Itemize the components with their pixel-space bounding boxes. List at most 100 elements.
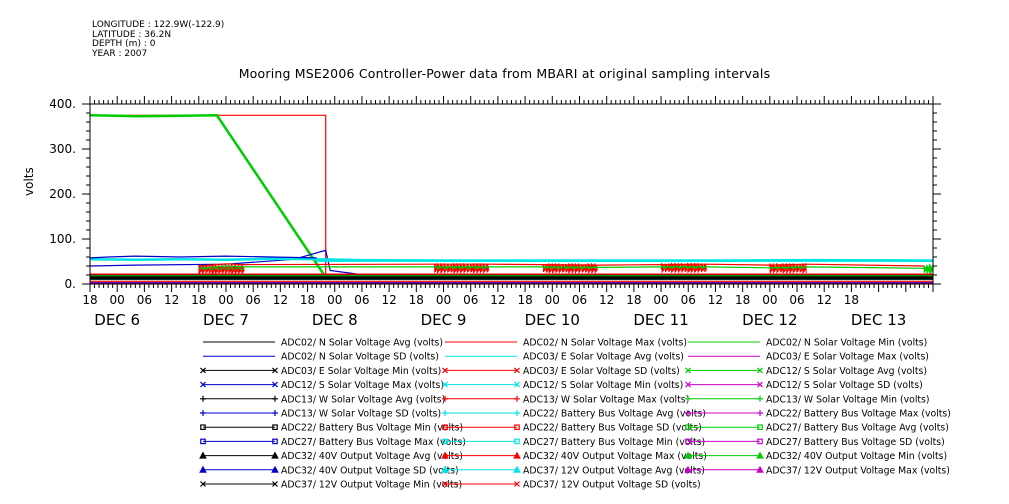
x-tick-label: 18 bbox=[191, 293, 206, 307]
legend-label: ADC02/ N Solar Voltage SD (volts) bbox=[281, 352, 439, 363]
x-tick-label: 00 bbox=[110, 293, 125, 307]
x-day-label: DEC 7 bbox=[203, 311, 249, 329]
x-tick-label: 00 bbox=[218, 293, 233, 307]
x-tick-label: 12 bbox=[817, 293, 832, 307]
legend-marker bbox=[756, 451, 764, 459]
meta-longitude: LONGITUDE : 122.9W(-122.9) bbox=[92, 20, 225, 30]
legend-entry: ADC27/ Battery Bus Voltage SD (volts) bbox=[685, 437, 945, 448]
daytime-block-green-trace bbox=[198, 266, 245, 271]
legend-marker bbox=[442, 367, 448, 374]
legend-marker bbox=[200, 395, 206, 402]
x-tick-label: 18 bbox=[626, 293, 641, 307]
legend-marker bbox=[442, 381, 448, 388]
legend-marker bbox=[685, 367, 691, 374]
legend-label: ADC27/ Battery Bus Voltage Max (volts) bbox=[281, 437, 466, 448]
legend-marker bbox=[514, 424, 520, 431]
x-tick-label: 06 bbox=[246, 293, 261, 307]
legend-label: ADC37/ 12V Output Voltage Avg (volts) bbox=[523, 465, 705, 476]
x-tick-label: 12 bbox=[708, 293, 723, 307]
legend-entry: ADC22/ Battery Bus Voltage Min (volts) bbox=[200, 423, 463, 434]
daytime-block bbox=[198, 264, 245, 275]
x-tick-label: 12 bbox=[381, 293, 396, 307]
legend-entry: ADC37/ 12V Output Voltage Min (volts) bbox=[200, 480, 462, 491]
x-tick-label: 18 bbox=[409, 293, 424, 307]
legend-entry: ADC37/ 12V Output Voltage SD (volts) bbox=[442, 480, 701, 491]
legend-marker bbox=[685, 381, 691, 388]
x-tick-label: 12 bbox=[273, 293, 288, 307]
legend-label: ADC37/ 12V Output Voltage SD (volts) bbox=[523, 480, 701, 491]
legend-label: ADC27/ Battery Bus Voltage Min (volts) bbox=[523, 437, 705, 448]
x-day-label: DEC 12 bbox=[742, 311, 797, 329]
legend-label: ADC12/ S Solar Voltage Min (volts) bbox=[523, 380, 683, 391]
legend-entry: ADC02/ N Solar Voltage Avg (volts) bbox=[203, 338, 443, 349]
legend-marker bbox=[271, 451, 279, 459]
y-tick-label: 200. bbox=[49, 187, 76, 201]
legend-entry: ADC12/ S Solar Voltage Max (volts) bbox=[200, 380, 444, 391]
x-tick-label: 18 bbox=[735, 293, 750, 307]
legend-marker bbox=[200, 438, 206, 445]
legend-label: ADC13/ W Solar Voltage Max (volts) bbox=[523, 394, 689, 405]
x-tick-label: 06 bbox=[789, 293, 804, 307]
x-tick-label: 00 bbox=[762, 293, 777, 307]
series-line bbox=[90, 114, 933, 280]
legend-entry: ADC32/ 40V Output Voltage SD (volts) bbox=[199, 465, 459, 476]
legend-entry: ADC37/ 12V Output Voltage Avg (volts) bbox=[441, 465, 705, 476]
legend-marker bbox=[199, 465, 207, 473]
legend-marker bbox=[756, 465, 764, 473]
legend-label: ADC27/ Battery Bus Voltage Avg (volts) bbox=[766, 423, 949, 434]
x-tick-label: 00 bbox=[436, 293, 451, 307]
legend-marker bbox=[272, 367, 278, 374]
legend-label: ADC13/ W Solar Voltage Min (volts) bbox=[766, 394, 930, 405]
legend-entry: ADC32/ 40V Output Voltage Max (volts) bbox=[441, 451, 707, 462]
legend-marker bbox=[685, 424, 691, 431]
legend-marker bbox=[200, 481, 206, 487]
legend-label: ADC12/ S Solar Voltage SD (volts) bbox=[766, 380, 923, 391]
legend-label: ADC37/ 12V Output Voltage Min (volts) bbox=[281, 480, 462, 491]
legend-marker bbox=[514, 481, 520, 487]
legend-label: ADC27/ Battery Bus Voltage SD (volts) bbox=[766, 437, 945, 448]
legend-marker bbox=[514, 395, 520, 402]
legend-marker bbox=[513, 465, 521, 473]
series-group bbox=[90, 114, 933, 284]
legend-entry: ADC32/ 40V Output Voltage Min (volts) bbox=[684, 451, 947, 462]
x-tick-label: 18 bbox=[517, 293, 532, 307]
legend-marker bbox=[442, 410, 448, 416]
legend-label: ADC32/ 40V Output Voltage Max (volts) bbox=[523, 451, 707, 462]
x-tick-label: 12 bbox=[490, 293, 505, 307]
x-tick-label: 06 bbox=[354, 293, 369, 307]
legend-entry: ADC22/ Battery Bus Voltage Avg (volts) bbox=[442, 409, 706, 420]
legend-entry: ADC27/ Battery Bus Voltage Min (volts) bbox=[442, 437, 705, 448]
legend: ADC02/ N Solar Voltage Avg (volts) ADC02/… bbox=[199, 338, 951, 491]
legend-label: ADC12/ S Solar Voltage Avg (volts) bbox=[766, 366, 927, 377]
legend-entry: ADC02/ N Solar Voltage Max (volts) bbox=[445, 338, 687, 349]
legend-marker bbox=[200, 424, 206, 431]
y-tick-label: 400. bbox=[49, 97, 76, 111]
meta-year: YEAR : 2007 bbox=[92, 48, 148, 59]
y-tick-label: 100. bbox=[49, 232, 76, 246]
legend-label: ADC02/ N Solar Voltage Max (volts) bbox=[523, 338, 687, 349]
legend-marker bbox=[757, 438, 763, 445]
legend-entry: ADC13/ W Solar Voltage Avg (volts) bbox=[200, 394, 445, 405]
x-tick-label: 12 bbox=[599, 293, 614, 307]
legend-entry: ADC27/ Battery Bus Voltage Max (volts) bbox=[200, 437, 466, 448]
legend-marker bbox=[757, 367, 763, 374]
axes-layer: 0. 100. 200. 300. 400. 18 00 06 12 18 00 06 12 18 00 06… bbox=[49, 96, 941, 329]
legend-marker bbox=[200, 381, 206, 388]
legend-label: ADC03/ E Solar Voltage Avg (volts) bbox=[523, 352, 684, 363]
legend-marker bbox=[272, 395, 278, 402]
legend-label: ADC13/ W Solar Voltage SD (volts) bbox=[281, 409, 441, 420]
daytime-block bbox=[923, 264, 933, 275]
meta-depth: DEPTH (m) : 0 bbox=[92, 39, 156, 50]
series-line bbox=[198, 265, 924, 269]
legend-marker bbox=[442, 438, 448, 445]
x-tick-label: 18 bbox=[82, 293, 97, 307]
x-day-label: DEC 13 bbox=[851, 311, 906, 329]
y-tick-label: 300. bbox=[49, 142, 76, 156]
legend-marker bbox=[757, 424, 763, 431]
legend-entry: ADC22/ Battery Bus Voltage SD (volts) bbox=[442, 423, 702, 434]
legend-marker bbox=[441, 451, 449, 459]
x-tick-label: 00 bbox=[545, 293, 560, 307]
legend-marker bbox=[757, 395, 763, 402]
legend-entry: ADC22/ Battery Bus Voltage Max (volts) bbox=[685, 409, 951, 420]
legend-entry: ADC13/ W Solar Voltage Min (volts) bbox=[685, 394, 930, 405]
